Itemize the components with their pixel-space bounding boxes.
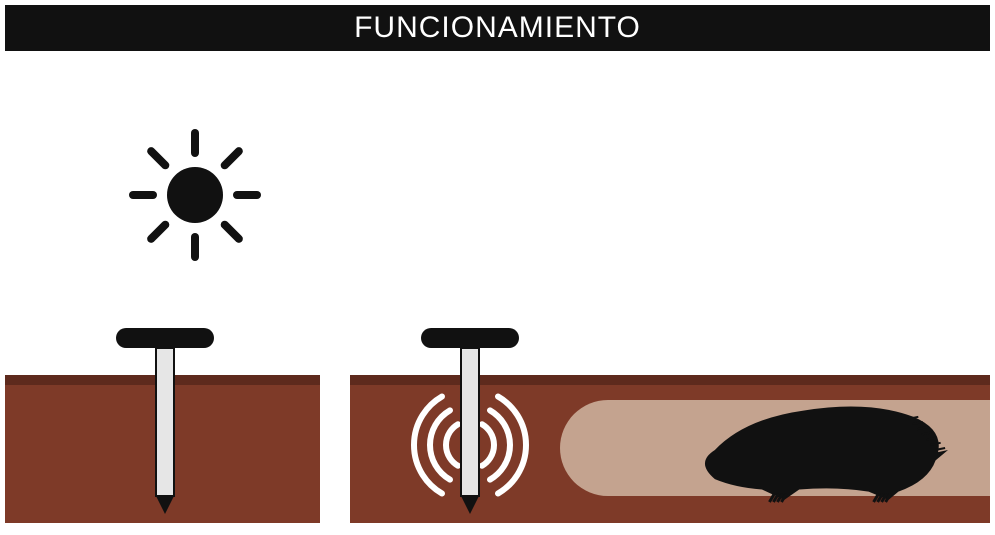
mole-icon [705,406,948,502]
right-scene [0,0,995,535]
